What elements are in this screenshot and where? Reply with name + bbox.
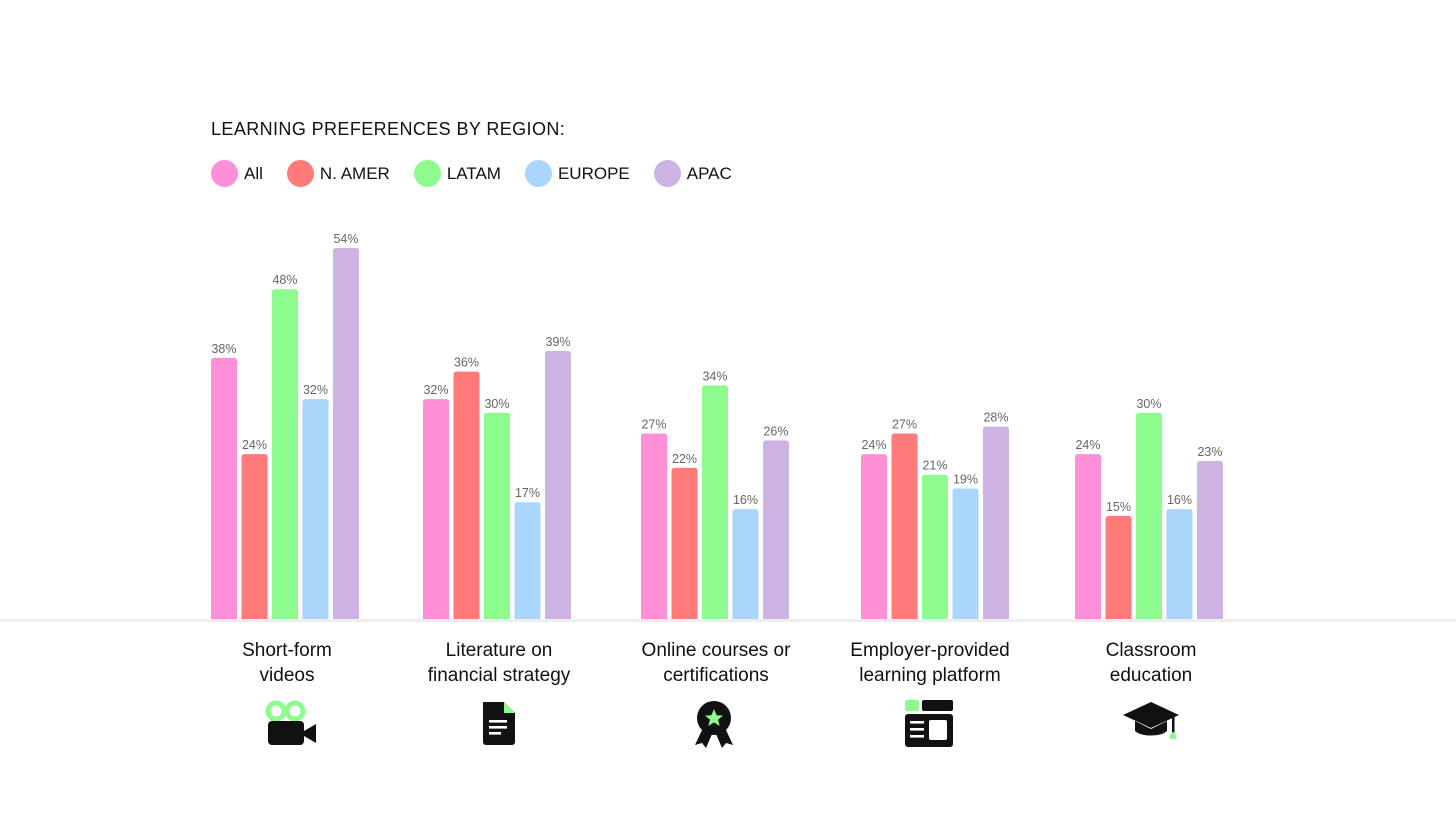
bar (861, 454, 887, 619)
bar-value-label: 24% (242, 438, 267, 452)
bar-value-label: 32% (303, 383, 328, 397)
category-label-classroom: Classroom education (1105, 640, 1197, 686)
legend-label-n-amer: N. AMER (319, 163, 390, 183)
bar (1197, 460, 1223, 619)
chart-legend: All N. AMER LATAM EUROPE APAC (211, 160, 756, 187)
bar (702, 385, 728, 619)
bar-value-label: 48% (272, 273, 297, 287)
category-label-literature: Literature on financial strategy (427, 640, 571, 686)
bar (1136, 412, 1162, 619)
bar (732, 509, 759, 619)
bar-value-label: 39% (545, 335, 570, 349)
bar-value-label: 36% (454, 356, 479, 370)
bar (545, 351, 571, 619)
bar-value-label: 21% (922, 459, 947, 473)
bar (922, 474, 948, 619)
legend-label-apac: APAC (686, 163, 732, 183)
bar (241, 454, 268, 619)
bar-value-label: 30% (1136, 397, 1161, 411)
bar-value-label: 17% (515, 486, 540, 500)
legend-item-n-amer: N. AMER (286, 160, 390, 187)
bar (1166, 509, 1193, 619)
category-label-short-form-videos: Short-form videos (242, 640, 332, 686)
bar-value-label: 15% (1106, 500, 1131, 514)
video-camera-icon (265, 700, 316, 745)
bar (1105, 515, 1132, 619)
chart-title: LEARNING PREFERENCES BY REGION: (211, 119, 566, 139)
bar-value-label: 26% (763, 424, 788, 438)
bar (983, 426, 1009, 619)
document-icon (483, 702, 515, 745)
bar (671, 467, 698, 619)
bar (272, 289, 298, 619)
bar-value-label: 24% (1075, 438, 1100, 452)
legend-item-europe: EUROPE (524, 160, 630, 187)
bar-value-label: 16% (733, 493, 758, 507)
bar-value-label: 27% (641, 418, 666, 432)
legend-item-apac: APAC (653, 160, 732, 187)
bar (891, 433, 918, 619)
learning-platform-icon (905, 700, 953, 747)
legend-swatch-latam (413, 160, 441, 187)
legend-swatch-all (211, 160, 238, 187)
legend-item-all: All (211, 160, 263, 187)
legend-label-latam: LATAM (446, 163, 501, 183)
legend-swatch-apac (653, 160, 681, 187)
bar-value-label: 16% (1167, 493, 1192, 507)
bar (952, 488, 979, 619)
certificate-ribbon-icon (695, 701, 733, 748)
category-label-online-courses: Online courses or certifications (641, 640, 791, 686)
bar-value-label: 22% (672, 452, 697, 466)
bar-value-label: 54% (333, 232, 358, 246)
bar-value-label: 32% (423, 383, 448, 397)
bar-value-label: 30% (484, 397, 509, 411)
legend-label-all: All (244, 163, 263, 183)
chart-baseline (0, 619, 1456, 622)
graduation-cap-icon (1123, 702, 1179, 739)
category-label-employer-platform: Employer-provided learning platform (850, 640, 1010, 686)
bar-value-label: 38% (211, 342, 236, 356)
bar (514, 502, 541, 619)
bar (211, 357, 237, 619)
bar-value-label: 28% (983, 411, 1008, 425)
bar-value-label: 34% (702, 369, 727, 383)
bar (302, 399, 329, 619)
bar-value-label: 24% (861, 438, 886, 452)
bar-value-label: 27% (892, 418, 917, 432)
legend-swatch-n-amer (286, 160, 314, 187)
bar (423, 399, 449, 619)
legend-item-latam: LATAM (413, 160, 501, 187)
legend-label-europe: EUROPE (557, 163, 630, 183)
bar-value-label: 23% (1197, 445, 1222, 459)
legend-swatch-europe (524, 160, 552, 187)
bar (1075, 454, 1101, 619)
bar (763, 440, 789, 619)
bar (453, 371, 480, 619)
bar (484, 412, 510, 619)
bar-value-label: 19% (953, 472, 978, 486)
bar (333, 248, 359, 619)
bar (641, 433, 667, 619)
